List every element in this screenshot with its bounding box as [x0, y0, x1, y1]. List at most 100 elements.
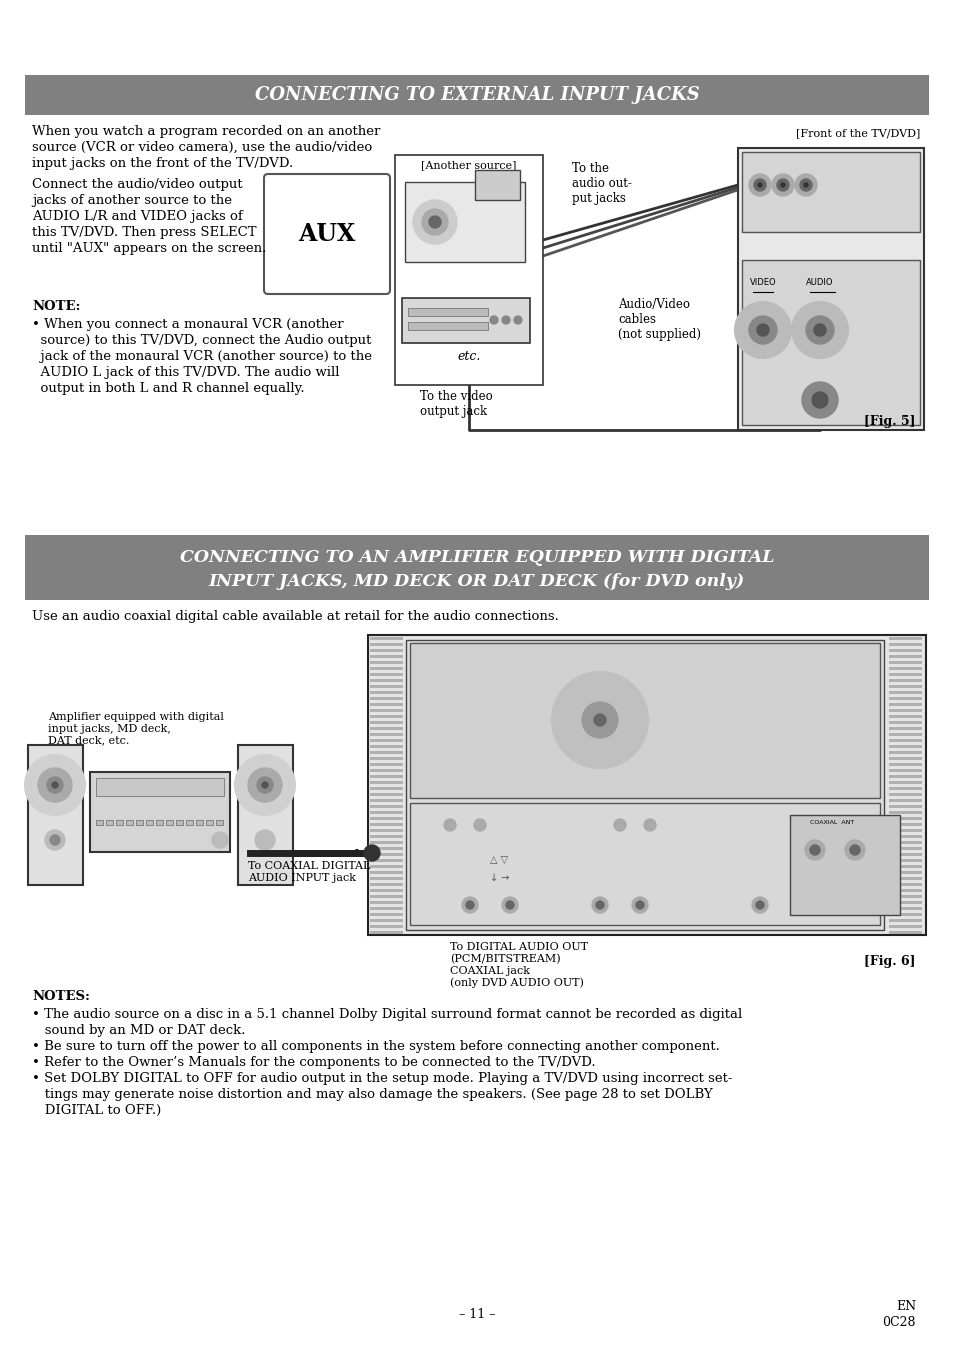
Bar: [370, 811, 402, 814]
Bar: [888, 638, 921, 640]
Text: jack of the monaural VCR (another source) to the: jack of the monaural VCR (another source…: [32, 350, 372, 363]
Circle shape: [844, 840, 864, 860]
Circle shape: [45, 830, 65, 851]
Bar: [888, 865, 921, 868]
Bar: [888, 692, 921, 694]
Bar: [888, 704, 921, 706]
Text: • When you connect a monaural VCR (another: • When you connect a monaural VCR (anoth…: [32, 318, 343, 332]
Bar: [888, 643, 921, 646]
Bar: [370, 895, 402, 898]
Bar: [237, 745, 293, 886]
Circle shape: [254, 830, 274, 851]
Circle shape: [801, 381, 837, 418]
Bar: [888, 799, 921, 802]
Circle shape: [643, 820, 656, 830]
Bar: [888, 853, 921, 856]
Bar: [888, 745, 921, 748]
Bar: [370, 721, 402, 724]
Text: [Another source]: [Another source]: [421, 160, 517, 170]
Bar: [370, 780, 402, 785]
Bar: [408, 307, 488, 315]
Bar: [888, 900, 921, 905]
Circle shape: [794, 174, 816, 195]
Bar: [370, 648, 402, 652]
Text: jacks of another source to the: jacks of another source to the: [32, 194, 232, 208]
Circle shape: [364, 845, 379, 861]
Circle shape: [581, 702, 618, 737]
Bar: [741, 260, 919, 425]
Circle shape: [429, 216, 440, 228]
Circle shape: [514, 315, 521, 324]
Text: Audio/Video
cables
(not supplied): Audio/Video cables (not supplied): [618, 298, 700, 341]
Text: Amplifier equipped with digital
input jacks, MD deck,
DAT deck, etc.: Amplifier equipped with digital input ja…: [48, 712, 224, 745]
Circle shape: [791, 302, 847, 359]
Circle shape: [755, 900, 763, 909]
Text: EN: EN: [895, 1299, 915, 1313]
Bar: [888, 768, 921, 772]
Text: NOTE:: NOTE:: [32, 301, 80, 313]
Text: input jacks on the front of the TV/DVD.: input jacks on the front of the TV/DVD.: [32, 156, 293, 170]
Bar: [126, 820, 132, 825]
Bar: [370, 768, 402, 772]
Circle shape: [465, 900, 474, 909]
Bar: [888, 673, 921, 675]
Bar: [405, 182, 524, 262]
Circle shape: [748, 174, 770, 195]
Bar: [888, 721, 921, 724]
Bar: [370, 655, 402, 658]
Bar: [888, 775, 921, 778]
Bar: [888, 787, 921, 790]
Bar: [215, 820, 223, 825]
Text: NOTES:: NOTES:: [32, 989, 90, 1003]
Bar: [370, 859, 402, 861]
Circle shape: [776, 179, 788, 191]
Circle shape: [47, 776, 63, 793]
FancyBboxPatch shape: [264, 174, 390, 294]
Bar: [406, 640, 883, 930]
Bar: [888, 739, 921, 741]
Text: To COAXIAL DIGITAL
AUDIO INPUT jack: To COAXIAL DIGITAL AUDIO INPUT jack: [248, 861, 370, 883]
Bar: [370, 638, 402, 640]
Text: tings may generate noise distortion and may also damage the speakers. (See page : tings may generate noise distortion and …: [32, 1088, 712, 1101]
Text: until "AUX" appears on the screen.: until "AUX" appears on the screen.: [32, 243, 266, 255]
Text: • Set DOLBY DIGITAL to OFF for audio output in the setup mode. Playing a TV/DVD : • Set DOLBY DIGITAL to OFF for audio out…: [32, 1072, 732, 1085]
Circle shape: [50, 834, 60, 845]
Bar: [888, 883, 921, 886]
Bar: [888, 655, 921, 658]
Bar: [888, 661, 921, 665]
Text: AUX: AUX: [298, 222, 355, 245]
Bar: [370, 692, 402, 694]
Text: [Front of the TV/DVD]: [Front of the TV/DVD]: [795, 128, 919, 137]
Bar: [96, 778, 224, 797]
Circle shape: [631, 896, 647, 913]
Text: DIGITAL to OFF.): DIGITAL to OFF.): [32, 1104, 161, 1117]
Text: ↓ →: ↓ →: [490, 874, 509, 883]
Circle shape: [552, 673, 647, 768]
Bar: [28, 745, 83, 886]
Circle shape: [757, 324, 768, 336]
Bar: [370, 704, 402, 706]
Text: Connect the audio/video output: Connect the audio/video output: [32, 178, 242, 191]
Bar: [25, 75, 928, 115]
Bar: [888, 931, 921, 934]
Text: COAXIAL  ANT: COAXIAL ANT: [809, 820, 853, 825]
Bar: [888, 834, 921, 838]
Text: AUDIO: AUDIO: [805, 278, 833, 287]
Bar: [146, 820, 152, 825]
Bar: [25, 535, 928, 600]
Text: To DIGITAL AUDIO OUT
(PCM/BITSTREAM)
COAXIAL jack
(only DVD AUDIO OUT): To DIGITAL AUDIO OUT (PCM/BITSTREAM) COA…: [450, 942, 587, 988]
Bar: [370, 685, 402, 687]
Bar: [888, 907, 921, 910]
Circle shape: [474, 820, 485, 830]
Bar: [156, 820, 163, 825]
Bar: [370, 853, 402, 856]
Circle shape: [813, 324, 825, 336]
Bar: [888, 763, 921, 766]
Bar: [370, 900, 402, 905]
Circle shape: [614, 820, 625, 830]
Bar: [116, 820, 123, 825]
Bar: [888, 780, 921, 785]
Bar: [96, 820, 103, 825]
Circle shape: [811, 392, 827, 408]
Text: CONNECTING TO EXTERNAL INPUT JACKS: CONNECTING TO EXTERNAL INPUT JACKS: [254, 86, 699, 104]
